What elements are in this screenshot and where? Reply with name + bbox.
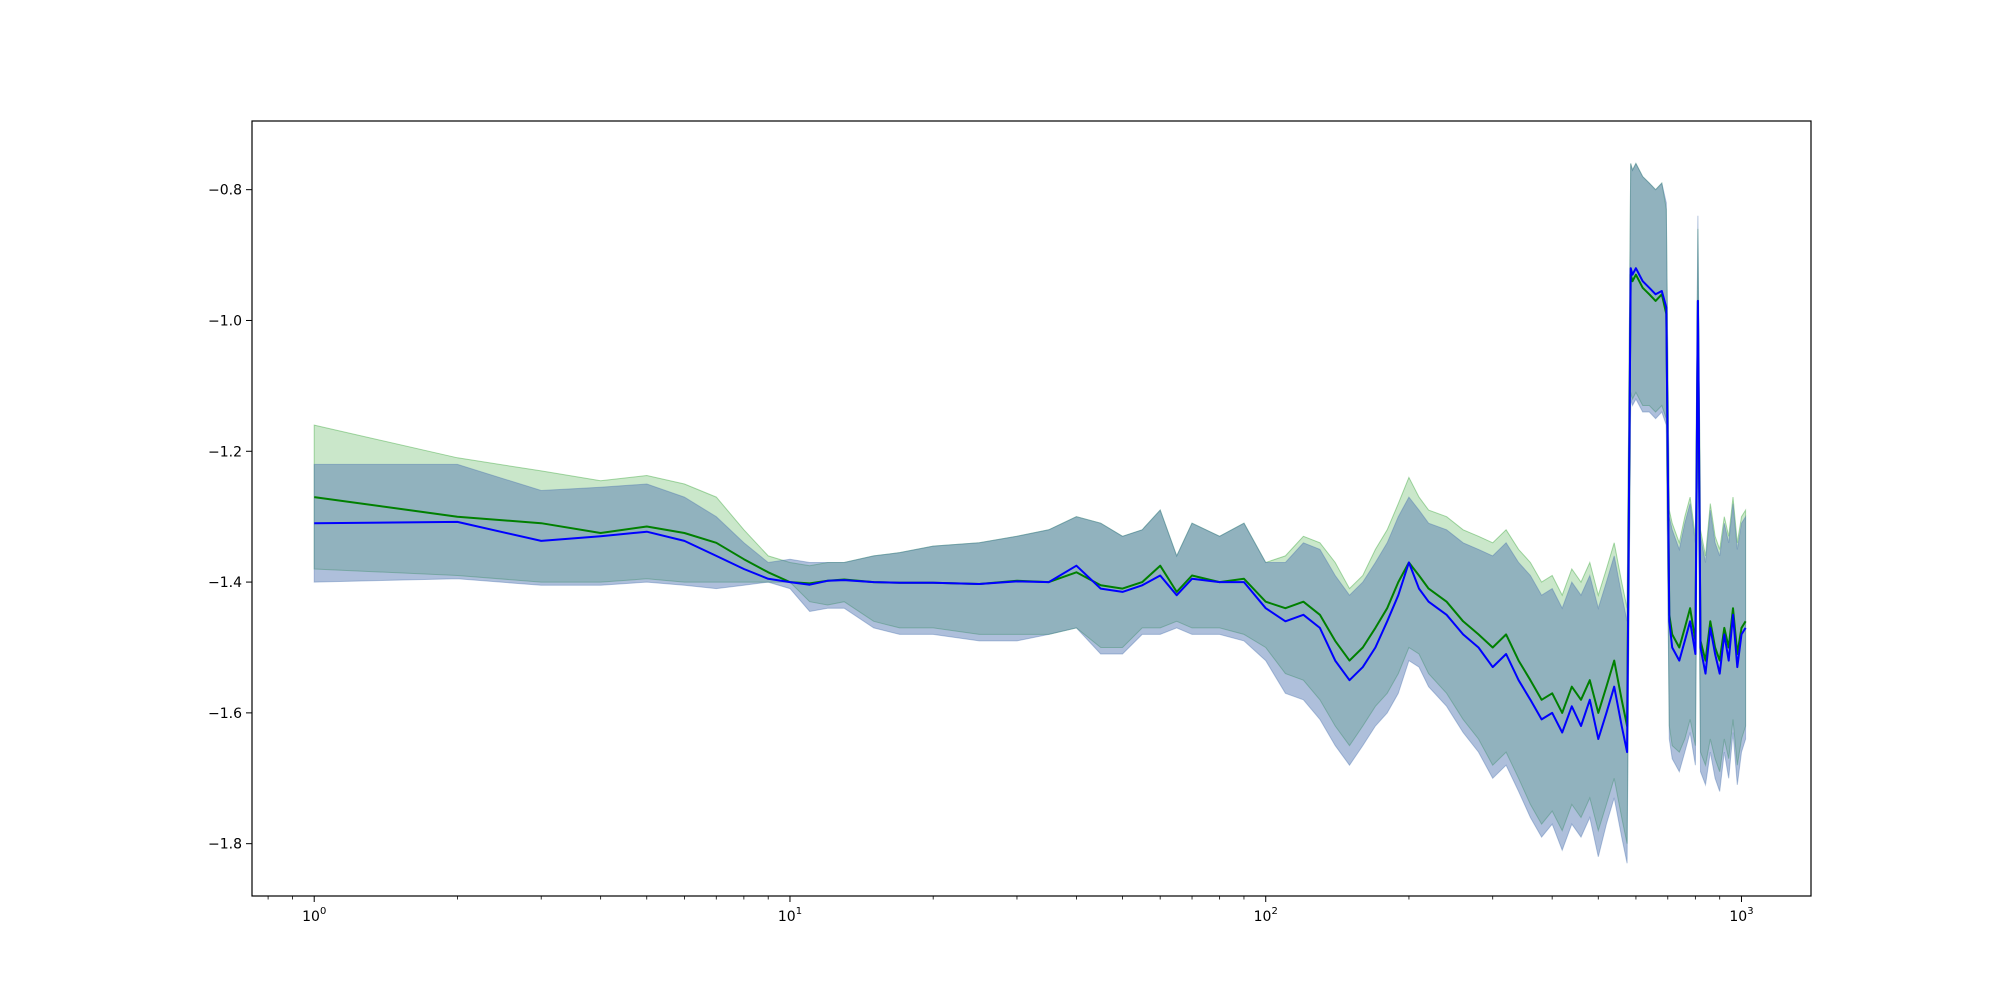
axes-frame xyxy=(251,120,1812,897)
y-tick-label: −0.8 xyxy=(208,183,242,199)
y-tick-label: −1.4 xyxy=(208,575,242,591)
series-1-band xyxy=(313,162,1747,844)
y-tick-label: −1.0 xyxy=(208,313,242,329)
y-tick-label: −1.6 xyxy=(208,706,242,722)
plot-area xyxy=(313,162,1747,864)
series-2-band xyxy=(313,162,1747,864)
series-lines xyxy=(314,267,1747,754)
y-tick-label: −1.2 xyxy=(208,444,242,460)
series-2-line xyxy=(314,267,1747,754)
confidence-bands xyxy=(313,162,1747,864)
x-tick-exponent: 1 xyxy=(796,906,802,917)
x-tick-exponent: 0 xyxy=(320,906,326,917)
x-tick-exponent: 2 xyxy=(1271,906,1277,917)
y-tick-label: −1.8 xyxy=(208,837,242,853)
y-axis: −0.8 −1.0 −1.2 −1.4 −1.6 −1.8 xyxy=(208,183,252,853)
x-tick-exponent: 3 xyxy=(1747,906,1753,917)
